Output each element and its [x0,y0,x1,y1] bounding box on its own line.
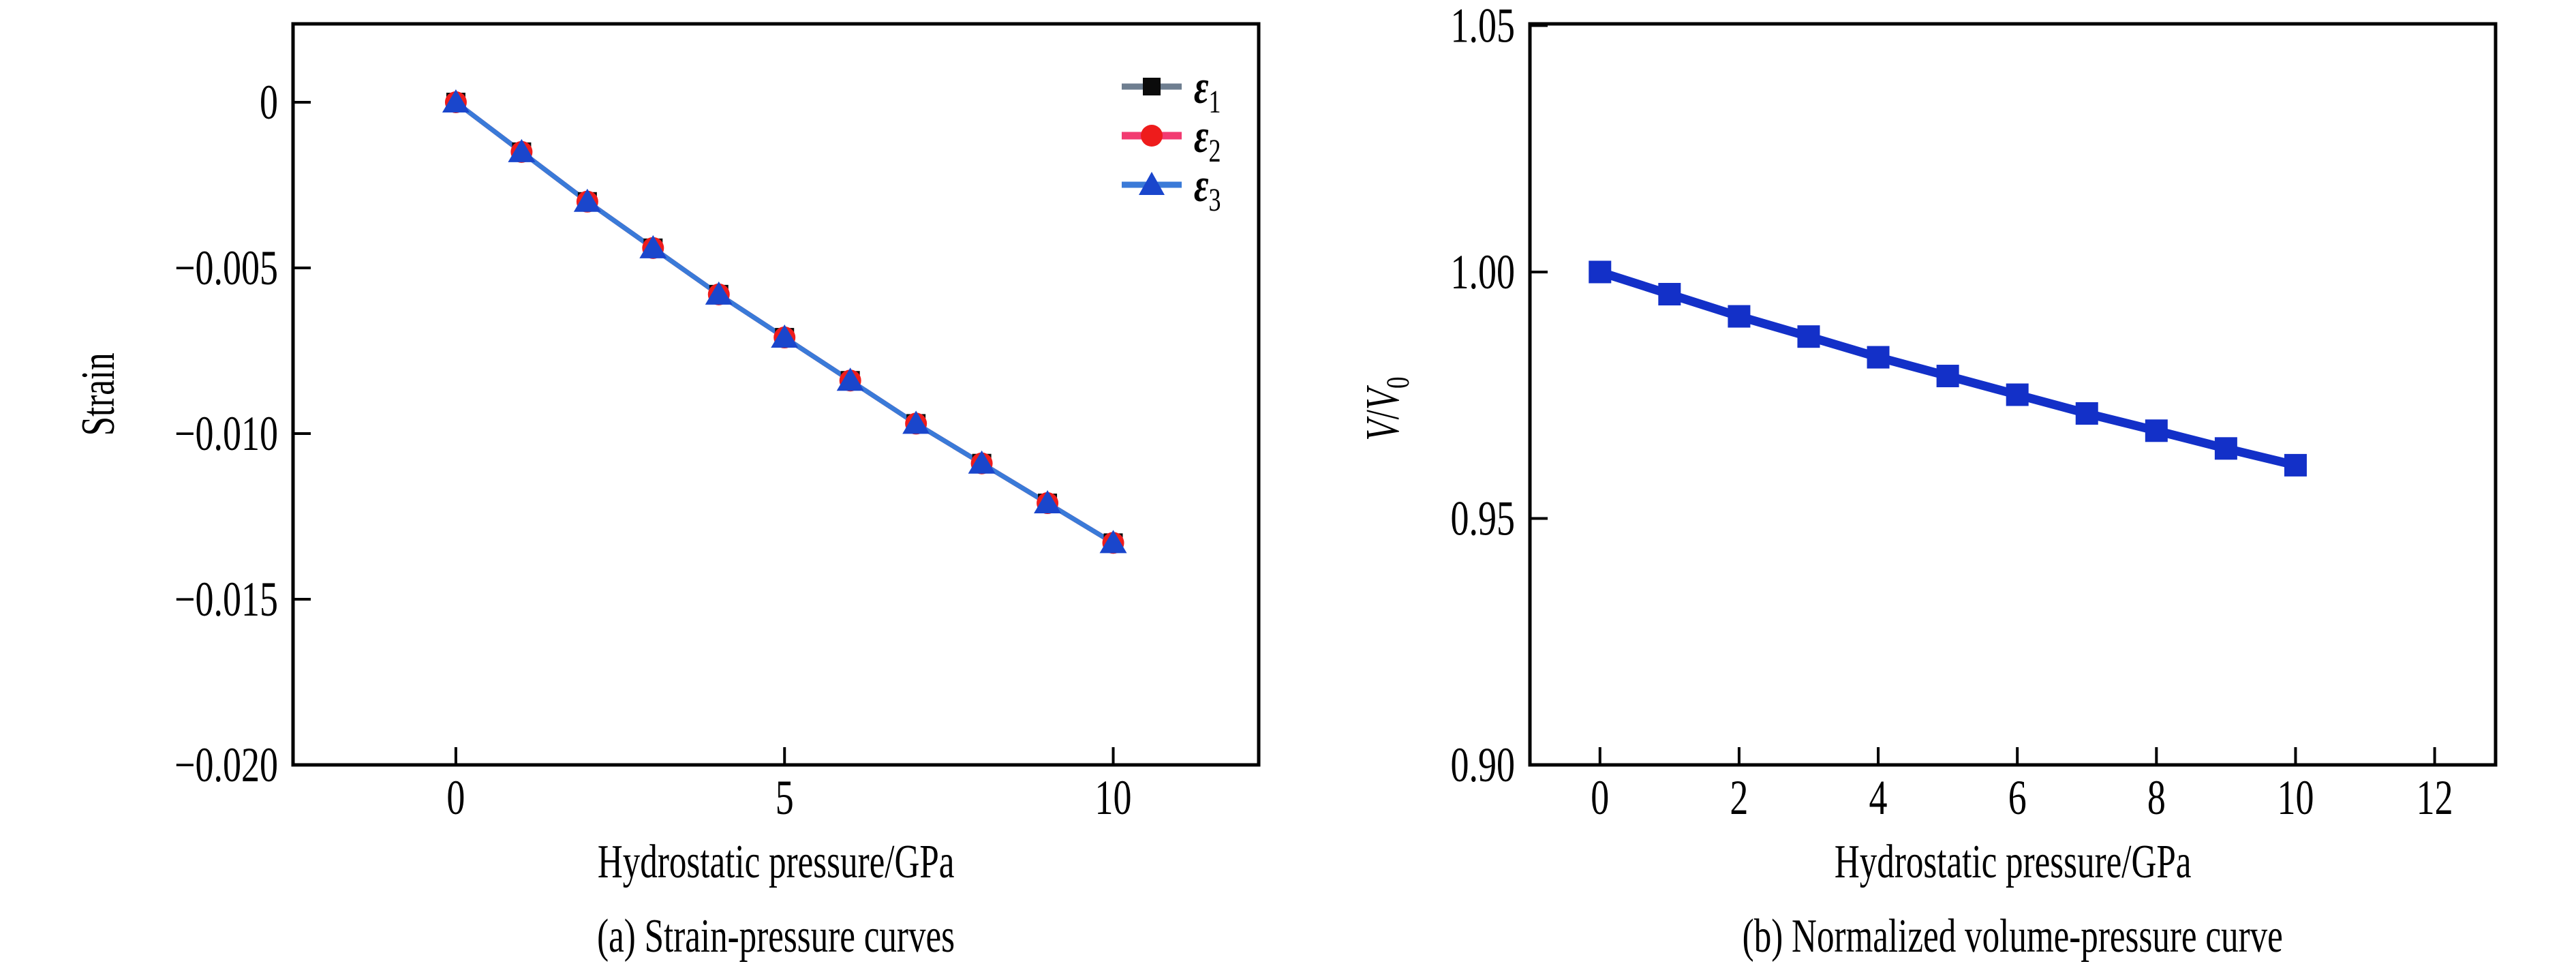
series-line-ε1 [454,100,1115,545]
x-tick-label: 4 [1869,770,1888,825]
y-axis-label-volume: V/V0 [1355,205,1416,614]
plot-frame [1528,22,2498,767]
marker-cluster [508,138,536,163]
x-tick-label: 2 [1730,770,1748,825]
epsilon3-triangle-marker [771,324,799,348]
x-tick-label: 0 [1591,770,1609,825]
volume-square-marker [2075,402,2098,425]
x-tick-label: 12 [2417,770,2453,825]
volume-square-marker [2214,437,2237,460]
y-tick-label: 1.00 [1451,244,1515,299]
volume-chart: 0 2 4 6 8 10 12 1.05 1.00 0.95 0.90 [1451,0,2498,825]
y-tick-label: −0.010 [174,406,278,461]
x-axis-label-b-text: Hydrostatic pressure/GPa [1834,836,2192,888]
caption-a-text: (a) Strain-pressure curves [597,910,955,963]
y-tick-label: 0 [260,75,278,130]
caption-b-text: (b) Normalized volume-pressure curve [1742,910,2284,963]
epsilon3-triangle-marker [902,410,930,434]
legend-label: ε2 [1194,110,1221,169]
x-axis-label-a-text: Hydrostatic pressure/GPa [597,836,955,888]
epsilon3-triangle-marker [1034,490,1062,514]
volume-square-marker [1658,283,1681,306]
series-line-ε2 [454,100,1115,545]
volume-square-marker [2145,419,2168,442]
y-axis-label-volume-text: V/V0 [1355,377,1427,441]
x-tick-label: 5 [776,770,794,825]
x-tick-label: 6 [2008,770,2027,825]
marker-cluster [771,324,799,349]
series-line-ε3 [454,100,1115,545]
epsilon3-triangle-marker [836,367,864,391]
epsilon3-triangle-marker [573,188,601,212]
legend-square-marker [1143,78,1161,95]
caption-a: (a) Strain-pressure curves [293,911,1259,962]
ylabel-sub: 0 [1380,376,1416,389]
x-tick-label: 0 [446,770,465,825]
ylabel-v1: V [1357,419,1409,442]
caption-b: (b) Normalized volume-pressure curve [1530,911,2496,962]
y-tick-label: 0.95 [1451,491,1515,545]
epsilon3-triangle-marker [442,89,470,112]
legend-circle-marker [1141,125,1163,147]
y-tick-label: −0.015 [174,572,278,627]
volume-square-marker [2006,383,2029,406]
marker-cluster [705,281,733,305]
epsilon3-triangle-marker [508,138,536,162]
y-tick-label: 1.05 [1451,0,1515,52]
x-tick-label: 8 [2147,770,2166,825]
volume-square-marker [1589,260,1612,284]
x-tick-label: 10 [1095,770,1132,825]
volume-square-marker [2284,453,2307,477]
y-tick-label: −0.005 [174,241,278,295]
epsilon3-triangle-marker [968,450,996,474]
plot-frame [291,22,1261,767]
marker-cluster [968,450,996,474]
marker-cluster [902,410,930,435]
volume-square-marker [1867,346,1890,369]
epsilon3-triangle-marker [639,235,667,258]
marker-cluster [836,367,864,392]
legend-item-epsilon1: ε1 [1122,61,1221,120]
volume-square-marker [1728,305,1751,328]
legend-item-epsilon2: ε2 [1122,110,1221,169]
legend-item-epsilon3: ε3 [1122,160,1221,218]
marker-cluster [442,89,470,113]
legend-triangle-marker [1139,172,1165,195]
epsilon3-triangle-marker [1099,530,1127,554]
marker-cluster [639,235,667,259]
marker-cluster [573,188,601,213]
marker-cluster [1034,490,1062,515]
volume-square-marker [1936,365,1959,388]
marker-cluster [1099,530,1127,554]
x-axis-label-a: Hydrostatic pressure/GPa [293,837,1259,888]
x-axis-label-b: Hydrostatic pressure/GPa [1530,837,2496,888]
volume-square-marker [1797,325,1820,348]
legend-label: ε1 [1194,61,1221,120]
y-axis-label-strain: Strain [70,190,127,599]
epsilon3-triangle-marker [705,281,733,305]
y-tick-label: −0.020 [174,738,278,792]
x-tick-label: 10 [2277,770,2314,825]
ylabel-slash: / [1357,410,1409,420]
legend-label: ε3 [1194,160,1221,218]
y-axis-label-strain-text: Strain [72,352,125,436]
y-tick-label: 0.90 [1451,738,1515,792]
ylabel-v2: V [1357,389,1409,410]
